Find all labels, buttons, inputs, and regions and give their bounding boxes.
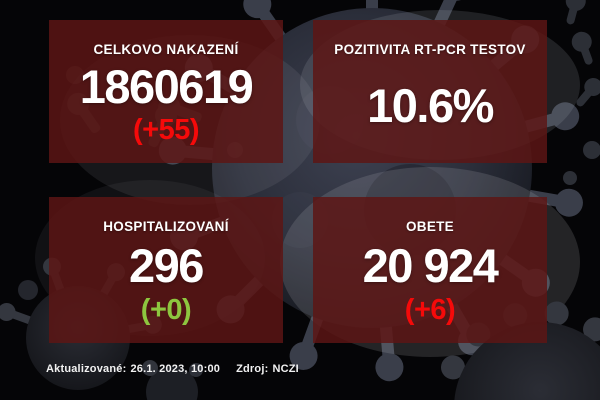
updated-label: Aktualizované: — [46, 363, 127, 375]
stat-card-celkovo-nakazeni: CELKOVO NAKAZENÍ 1860619 (+55) — [49, 20, 283, 163]
stat-card-delta: (+55) — [132, 114, 200, 146]
right-edge-spikes — [563, 0, 600, 185]
stat-card-delta: (+0) — [140, 294, 192, 326]
stat-card-value: 1860619 — [79, 60, 254, 113]
stats-grid: CELKOVO NAKAZENÍ 1860619 (+55) POZITIVIT… — [49, 20, 547, 343]
stat-card-title: POZITIVITA RT-PCR TESTOV — [334, 42, 526, 57]
stat-card-hospitalizovani: HOSPITALIZOVANÍ 296 (+0) — [49, 197, 283, 343]
updated-value: 26.1. 2023, 10:00 — [130, 363, 221, 375]
stat-card-title: HOSPITALIZOVANÍ — [103, 219, 229, 234]
source-label: Zdroj: — [236, 363, 269, 375]
stat-card-title: OBETE — [405, 219, 454, 234]
stat-card-value: 10.6% — [367, 78, 494, 132]
stat-card-obete: OBETE 20 924 (+6) — [313, 197, 547, 343]
stat-card-delta: (+6) — [404, 294, 456, 326]
stat-card-title: CELKOVO NAKAZENÍ — [93, 42, 239, 57]
footer: Aktualizované: 26.1. 2023, 10:00 Zdroj: NCZ… — [46, 363, 303, 375]
stat-card-value: 20 924 — [362, 238, 499, 292]
stat-card-pozitivita-rt-pcr: POZITIVITA RT-PCR TESTOV 10.6% — [313, 20, 547, 163]
stat-card-value: 296 — [129, 238, 204, 292]
source-value: NCZI — [272, 363, 299, 375]
